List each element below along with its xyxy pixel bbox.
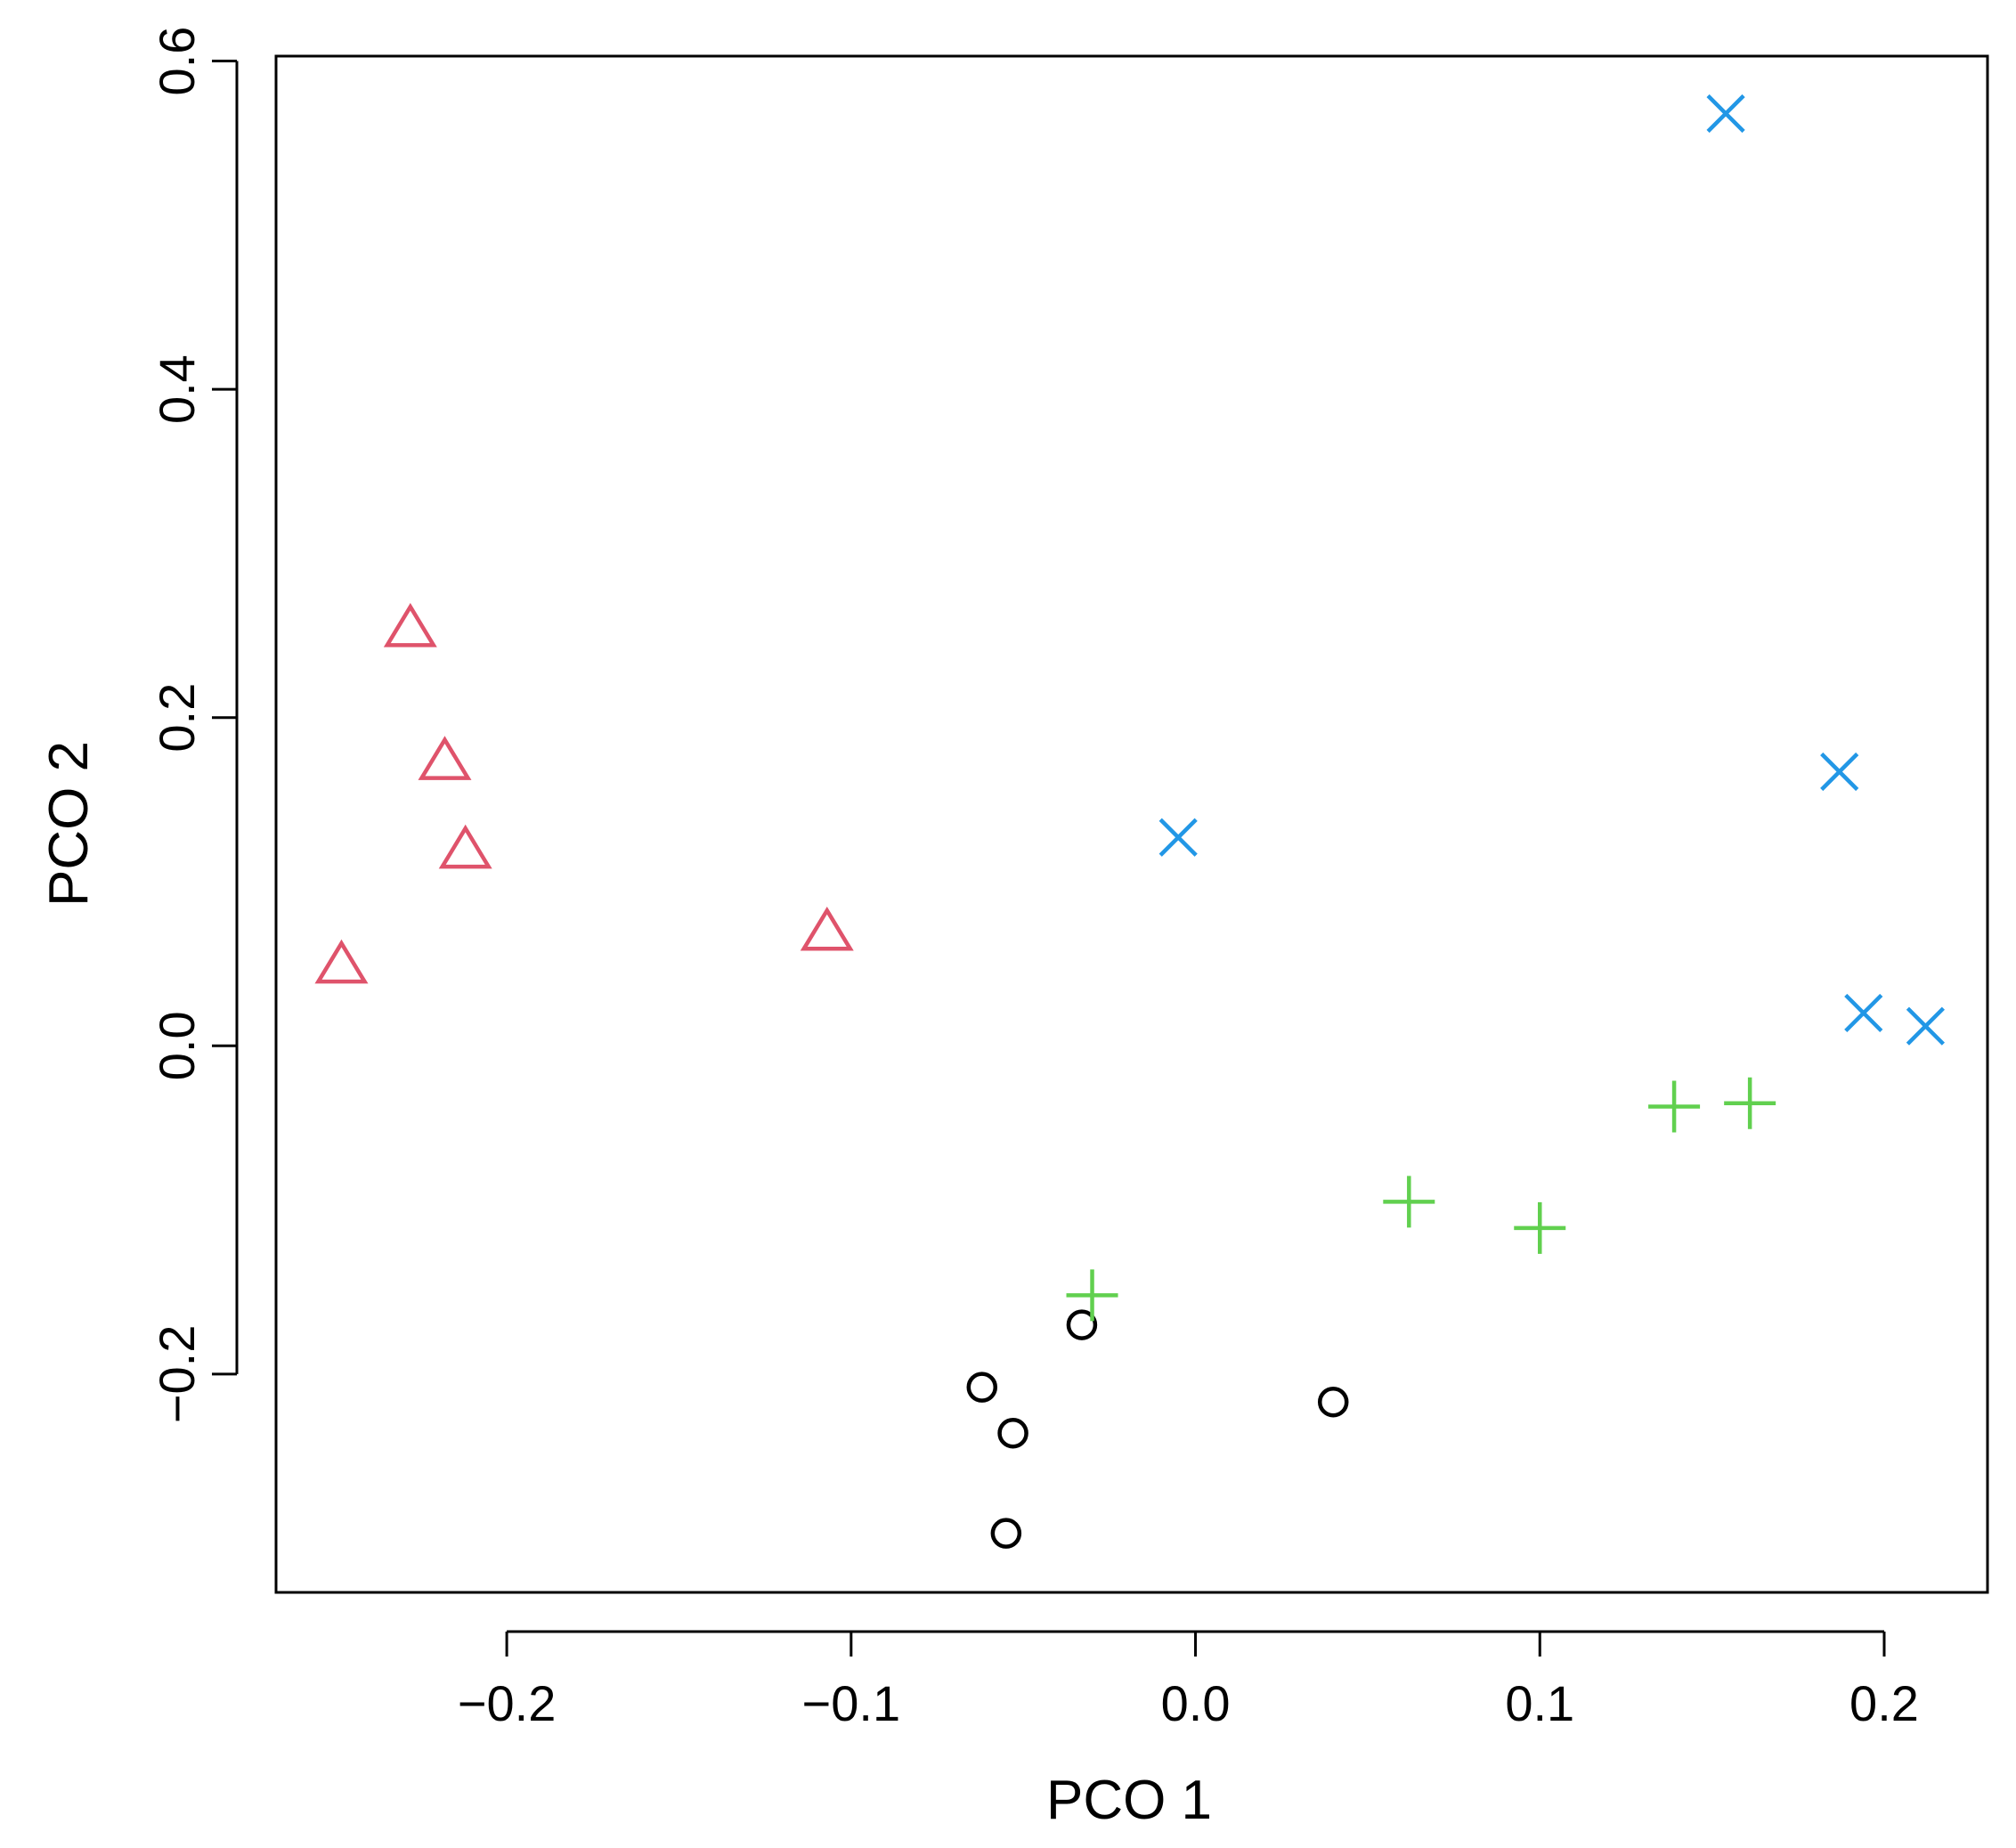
plus-point	[1066, 1269, 1118, 1322]
x-axis: −0.2 −0.1 0.0 0.1 0.2	[458, 1630, 1919, 1731]
y-axis-title: PCO 2	[38, 741, 100, 907]
y-tick-label: 0.0	[149, 1011, 205, 1080]
x-tick-label: −0.2	[458, 1675, 557, 1731]
plus-point	[1724, 1077, 1776, 1129]
cross-point	[1844, 993, 1883, 1033]
data-points	[314, 94, 1945, 1549]
y-tick-label: 0.4	[149, 354, 205, 424]
cross-point	[1820, 752, 1859, 792]
triangle-point	[800, 906, 854, 951]
circle-point	[990, 1518, 1022, 1549]
y-tick-label: 0.2	[149, 683, 205, 753]
x-axis-title: PCO 1	[1046, 1770, 1212, 1831]
x-tick-label: 0.2	[1849, 1675, 1919, 1731]
plus-point	[1648, 1080, 1701, 1133]
triangle-point	[383, 602, 437, 647]
y-tick-label: 0.6	[149, 27, 205, 96]
y-tick-label: −0.2	[149, 1325, 205, 1424]
plus-point	[1514, 1201, 1566, 1254]
x-tick-label: −0.1	[802, 1675, 901, 1731]
circle-point	[1317, 1386, 1349, 1418]
x-tick-label: 0.1	[1505, 1675, 1574, 1731]
cross-point	[1706, 94, 1745, 134]
plot-frame	[274, 54, 1989, 1594]
triangle-point	[314, 939, 369, 984]
plus-point	[1383, 1176, 1435, 1228]
circle-point	[1066, 1309, 1098, 1340]
circle-point	[966, 1372, 998, 1403]
cross-point	[1906, 1006, 1945, 1046]
cross-point	[1158, 818, 1198, 857]
triangle-point	[438, 824, 492, 869]
circle-point	[997, 1417, 1028, 1449]
triangle-point	[418, 736, 472, 780]
y-axis: −0.2 0.0 0.2 0.4 0.6	[149, 27, 239, 1424]
x-tick-label: 0.0	[1161, 1675, 1231, 1731]
